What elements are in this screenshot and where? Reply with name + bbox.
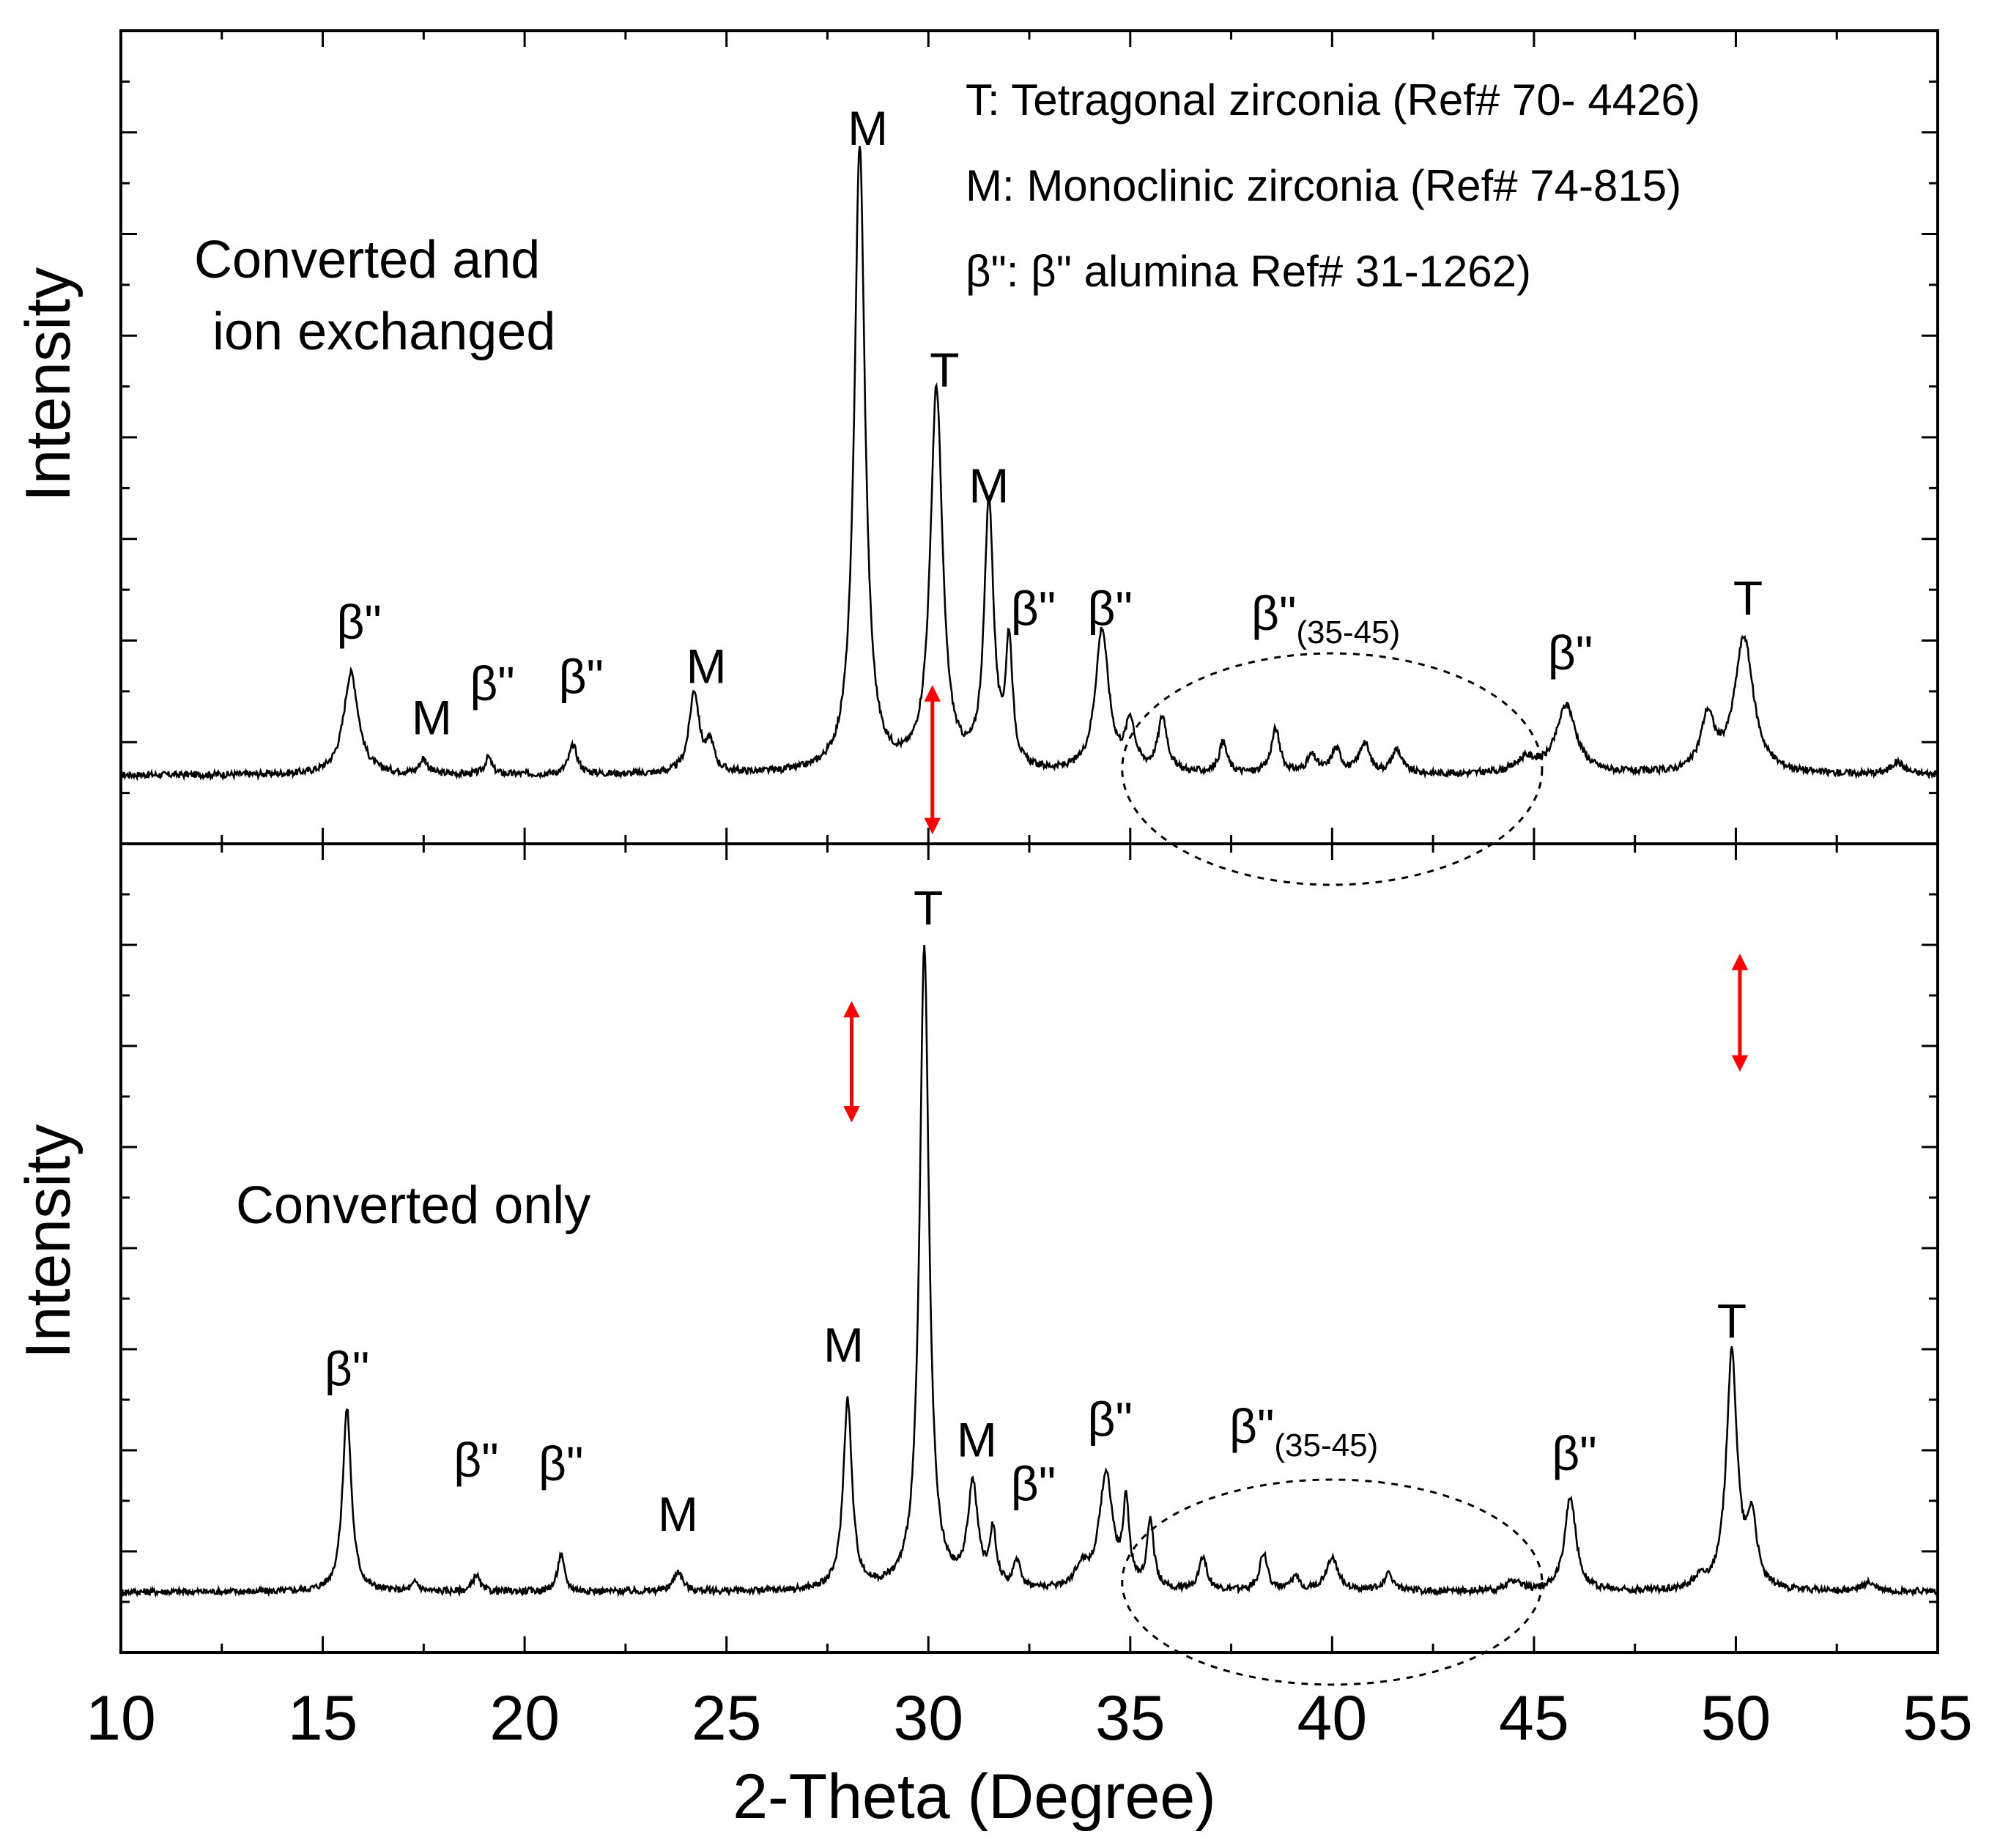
diffraction-curve-panel-1 [120, 146, 1938, 782]
peak-labels: β" Mβ" β" M M T Mβ" β" Tβ" β" β" β" M M T Mβ" β" Tβ" [325, 101, 1763, 1541]
x-tick-label: 25 [692, 1683, 762, 1754]
peak-label: M [686, 639, 727, 694]
x-tick-label: 55 [1903, 1683, 1973, 1754]
peak-label: β" [1088, 1392, 1133, 1447]
peak-label: T [1733, 571, 1763, 626]
peak-label: β" [336, 595, 381, 649]
peak-label: β" [325, 1341, 369, 1395]
peak-label: T [930, 343, 959, 397]
peak-label: β" [453, 1433, 498, 1487]
peak-label: M [957, 1412, 997, 1466]
legend-beta-alumina: β": β" alumina Ref# 31-1262) [966, 247, 1531, 296]
x-tick-label: 40 [1297, 1683, 1367, 1754]
red-arrows [843, 685, 1749, 1123]
region-ellipses [1121, 652, 1544, 1686]
diffraction-curves [119, 146, 1938, 1598]
peak-label: T [914, 880, 943, 935]
peak-label: T [1717, 1294, 1747, 1348]
region-ellipse-top [1121, 652, 1544, 886]
bottom-y-axis-title: Intensity [13, 1124, 84, 1359]
peak-label: β" [538, 1436, 583, 1491]
legend-monoclinic: M: Monoclinic zirconia (Ref# 74-815) [966, 161, 1681, 210]
top-region-label: β"(35-45) [1251, 586, 1400, 650]
x-tick-labels: 10 15 20 25 30 35 40 45 50 55 [86, 1683, 1973, 1754]
peak-label: β" [559, 650, 604, 704]
x-tick-label: 45 [1499, 1683, 1569, 1754]
peak-label: β" [1548, 626, 1593, 680]
top-panel-title-line1: Converted and [194, 231, 540, 289]
x-tick-label: 35 [1095, 1683, 1166, 1754]
bottom-panel-title: Converted only [236, 1176, 590, 1235]
x-axis-title: 2-Theta (Degree) [733, 1762, 1216, 1832]
x-tick-label: 20 [489, 1683, 560, 1754]
top-panel-frame [119, 29, 1939, 845]
peak-label: M [823, 1318, 864, 1372]
x-tick-label: 30 [893, 1683, 963, 1754]
bottom-region-label: β"(35-45) [1229, 1399, 1378, 1463]
peak-label: β" [470, 656, 514, 710]
peak-label: β" [1011, 582, 1056, 636]
peak-label: M [412, 690, 452, 744]
peak-label: M [968, 459, 1009, 513]
peak-label: β" [1552, 1426, 1596, 1480]
x-tick-label: 15 [288, 1683, 358, 1754]
x-tick-label: 50 [1701, 1683, 1771, 1754]
top-panel-title-line2: ion exchanged [212, 303, 555, 361]
top-y-axis-title: Intensity [13, 267, 84, 502]
x-tick-label: 10 [86, 1683, 156, 1754]
diffraction-curve-panel-2 [119, 944, 1938, 1598]
peak-label: β" [1011, 1457, 1056, 1511]
axis-ticks [119, 31, 1939, 1652]
bottom-panel-frame [119, 842, 1939, 1654]
legend-tetragonal: T: Tetragonal zirconia (Ref# 70- 4426) [966, 75, 1700, 125]
region-ellipse-bottom [1121, 1478, 1544, 1686]
peak-label: β" [1088, 582, 1133, 636]
peak-label: M [658, 1487, 698, 1541]
peak-label: M [848, 101, 888, 155]
